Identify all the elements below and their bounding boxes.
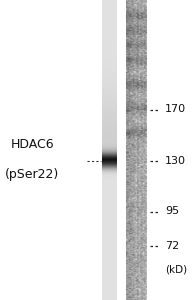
Text: 95: 95 xyxy=(165,206,179,217)
Bar xyxy=(0,0,102,300)
Bar xyxy=(146,0,195,300)
Bar xyxy=(117,0,126,300)
Text: (kD): (kD) xyxy=(165,265,187,275)
Text: (pSer22): (pSer22) xyxy=(5,167,59,181)
Text: 72: 72 xyxy=(165,241,179,251)
Text: 170: 170 xyxy=(165,104,186,115)
Text: HDAC6: HDAC6 xyxy=(10,137,54,151)
Text: 130: 130 xyxy=(165,155,186,166)
